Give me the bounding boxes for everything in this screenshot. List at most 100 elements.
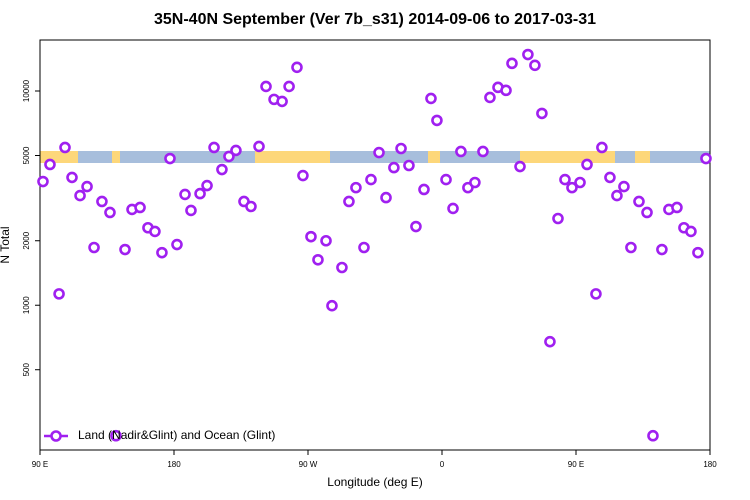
point	[700, 152, 712, 165]
point	[171, 238, 183, 251]
point	[201, 179, 213, 192]
point	[291, 61, 303, 74]
point	[223, 150, 235, 163]
point	[418, 183, 430, 196]
x-tick-label: 180	[703, 460, 717, 469]
land-band	[428, 151, 440, 163]
land-band	[635, 151, 650, 163]
land-band	[255, 151, 330, 163]
point	[119, 243, 131, 256]
chart-title: 35N-40N September (Ver 7b_s31) 2014-09-0…	[154, 11, 596, 28]
point	[44, 158, 56, 171]
point	[336, 261, 348, 274]
point	[633, 195, 645, 208]
point	[403, 159, 415, 172]
point	[469, 176, 481, 189]
point	[185, 204, 197, 217]
point	[216, 163, 228, 176]
point	[104, 206, 116, 219]
point	[88, 241, 100, 254]
y-axis-label: N Total	[0, 226, 12, 263]
point	[96, 195, 108, 208]
point	[529, 59, 541, 72]
y-tick-label: 500	[22, 363, 31, 377]
point	[260, 80, 272, 93]
point	[447, 202, 459, 215]
point	[625, 241, 637, 254]
point	[574, 176, 586, 189]
point	[590, 288, 602, 300]
point	[134, 201, 146, 214]
point	[358, 241, 370, 254]
point	[245, 200, 257, 213]
point	[410, 220, 422, 233]
point	[81, 180, 93, 193]
point	[506, 57, 518, 70]
point	[283, 80, 295, 93]
point	[647, 429, 659, 442]
plot-frame	[39, 39, 711, 451]
point	[671, 201, 683, 214]
point	[581, 158, 593, 171]
point	[53, 288, 65, 300]
point	[365, 173, 377, 186]
point	[692, 246, 704, 259]
point	[388, 161, 400, 174]
point	[522, 48, 534, 61]
point	[559, 173, 571, 186]
point	[536, 107, 548, 120]
point	[312, 253, 324, 266]
point	[149, 225, 161, 238]
point	[373, 146, 385, 159]
point	[320, 234, 332, 247]
point	[305, 230, 317, 243]
y-tick-label: 10000	[22, 79, 31, 102]
y-tick-label: 1000	[22, 296, 31, 314]
point	[110, 429, 122, 442]
point	[500, 84, 512, 97]
x-tick-label: 90 W	[299, 460, 318, 469]
point	[395, 142, 407, 155]
point	[156, 246, 168, 259]
point	[685, 225, 697, 238]
point	[326, 299, 338, 312]
point	[208, 141, 220, 154]
point	[230, 144, 242, 157]
point	[566, 181, 578, 194]
point	[425, 92, 437, 105]
y-tick-label: 2000	[22, 231, 31, 249]
y-tick-label: 5000	[22, 146, 31, 164]
point	[484, 91, 496, 104]
point	[604, 171, 616, 184]
point	[350, 181, 362, 194]
point	[276, 95, 288, 108]
map-band	[40, 151, 710, 163]
point	[477, 145, 489, 158]
point	[440, 173, 452, 186]
point	[59, 141, 71, 154]
legend-marker	[50, 430, 62, 442]
x-axis-label: Longitude (deg E)	[327, 475, 422, 489]
land-band	[112, 151, 120, 163]
point	[194, 187, 206, 200]
point	[74, 189, 86, 202]
x-tick-label: 90 E	[568, 460, 584, 469]
point	[297, 169, 309, 182]
x-tick-label: 180	[167, 460, 181, 469]
point	[380, 191, 392, 204]
point	[343, 195, 355, 208]
legend-label: Land (Nadir&Glint) and Ocean (Glint)	[78, 428, 275, 442]
point	[164, 152, 176, 165]
x-tick-label: 90 E	[32, 460, 48, 469]
point	[253, 140, 265, 153]
land-band	[520, 151, 615, 163]
point	[431, 114, 443, 127]
point	[179, 188, 191, 201]
point	[455, 145, 467, 158]
point	[552, 212, 564, 225]
point	[641, 206, 653, 219]
point	[544, 335, 556, 348]
point	[656, 243, 668, 256]
x-tick-label: 0	[440, 460, 445, 469]
